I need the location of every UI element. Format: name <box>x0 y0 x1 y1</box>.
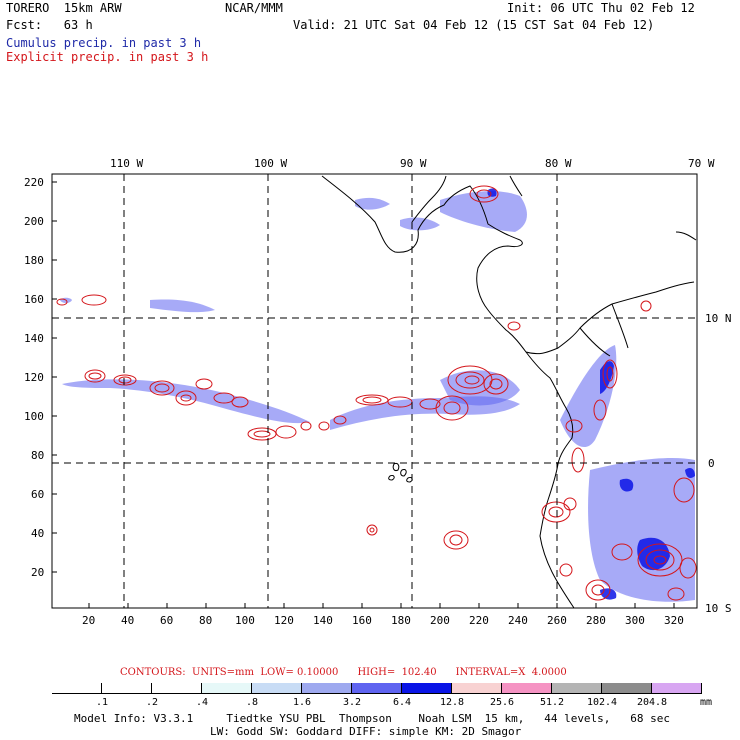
legend-label: .1 <box>95 697 109 708</box>
legend-label: .2 <box>145 697 159 708</box>
x-tick-label: 100 <box>235 614 255 627</box>
x-tick-label: 160 <box>352 614 372 627</box>
y-tick-label: 200 <box>24 215 44 228</box>
physics-info-line: LW: Godd SW: Goddard DIFF: simple KM: 2D… <box>210 725 522 738</box>
x-tick-label: 40 <box>121 614 135 627</box>
x-tick-label: 260 <box>547 614 567 627</box>
x-tick-label: 240 <box>508 614 528 627</box>
lon-label-70w: 70 W <box>688 157 715 170</box>
legend-swatch <box>652 683 702 693</box>
lat-label-10s: 10 S <box>705 602 732 615</box>
legend-swatch <box>52 683 102 693</box>
x-tick-label: 120 <box>274 614 294 627</box>
x-tick-label: 280 <box>586 614 606 627</box>
axis-ticks <box>52 181 675 608</box>
legend-swatch <box>552 683 602 693</box>
legend-label: 102.4 <box>586 697 618 708</box>
legend-label: 6.4 <box>392 697 412 708</box>
y-tick-label: 100 <box>24 410 44 423</box>
lon-label-90w: 90 W <box>400 157 427 170</box>
forecast-hour: Fcst: 63 h <box>6 18 93 32</box>
x-tick-label: 60 <box>160 614 174 627</box>
legend-swatch <box>252 683 302 693</box>
valid-time: Valid: 21 UTC Sat 04 Feb 12 (15 CST Sat … <box>293 18 655 32</box>
lon-label-110w: 110 W <box>110 157 144 170</box>
legend-swatch <box>102 683 152 693</box>
x-tick-label: 220 <box>469 614 489 627</box>
legend-swatch <box>452 683 502 693</box>
coastlines <box>321 175 697 609</box>
y-tick-label: 60 <box>31 488 45 501</box>
x-tick-label: 320 <box>664 614 684 627</box>
init-time: Init: 06 UTC Thu 02 Feb 12 <box>507 1 695 15</box>
explicit-legend-line: Explicit precip. in past 3 h <box>6 50 209 64</box>
map-frame <box>51 173 698 609</box>
legend-swatch <box>352 683 402 693</box>
model-info-line: Model Info: V3.3.1 Tiedtke YSU PBL Thomp… <box>74 712 671 725</box>
y-tick-label: 40 <box>31 527 45 540</box>
x-tick-label: 140 <box>313 614 333 627</box>
legend-swatch <box>152 683 202 693</box>
legend-label: 3.2 <box>342 697 362 708</box>
center-label: NCAR/MMM <box>225 1 283 15</box>
y-tick-label: 140 <box>24 332 44 345</box>
y-tick-label: 160 <box>24 293 44 306</box>
legend-unit: mm <box>699 697 713 708</box>
y-tick-label: 220 <box>24 176 44 189</box>
legend-label: 204.8 <box>636 697 668 708</box>
x-tick-label: 300 <box>625 614 645 627</box>
y-tick-label: 20 <box>31 566 45 579</box>
y-tick-label: 120 <box>24 371 44 384</box>
legend-label: 25.6 <box>489 697 515 708</box>
legend-swatch <box>402 683 452 693</box>
legend-label: .4 <box>195 697 209 708</box>
cumulus-legend-line: Cumulus precip. in past 3 h <box>6 36 202 50</box>
contours-info: CONTOURS: UNITS=mm LOW= 0.10000 HIGH= 10… <box>120 667 567 678</box>
x-tick-label: 180 <box>391 614 411 627</box>
y-tick-label: 180 <box>24 254 44 267</box>
lon-label-80w: 80 W <box>545 157 572 170</box>
lat-label-10n: 10 N <box>705 312 732 325</box>
y-tick-label: 80 <box>31 449 45 462</box>
x-tick-label: 20 <box>82 614 96 627</box>
cumulus-precip-shading <box>60 191 695 602</box>
explicit-precip-contours <box>56 185 697 601</box>
model-title: TORERO 15km ARW <box>6 1 122 15</box>
lon-label-100w: 100 W <box>254 157 288 170</box>
legend-swatch <box>302 683 352 693</box>
lat-lon-grid <box>52 174 697 608</box>
legend-label: 12.8 <box>439 697 465 708</box>
legend-label: 51.2 <box>539 697 565 708</box>
legend-swatch <box>202 683 252 693</box>
x-tick-label: 80 <box>199 614 213 627</box>
legend-swatch <box>602 683 652 693</box>
legend-swatch <box>502 683 552 693</box>
legend-label: .8 <box>245 697 259 708</box>
x-tick-label: 200 <box>430 614 450 627</box>
legend-label: 1.6 <box>292 697 312 708</box>
lat-label-0: 0 <box>708 457 715 470</box>
